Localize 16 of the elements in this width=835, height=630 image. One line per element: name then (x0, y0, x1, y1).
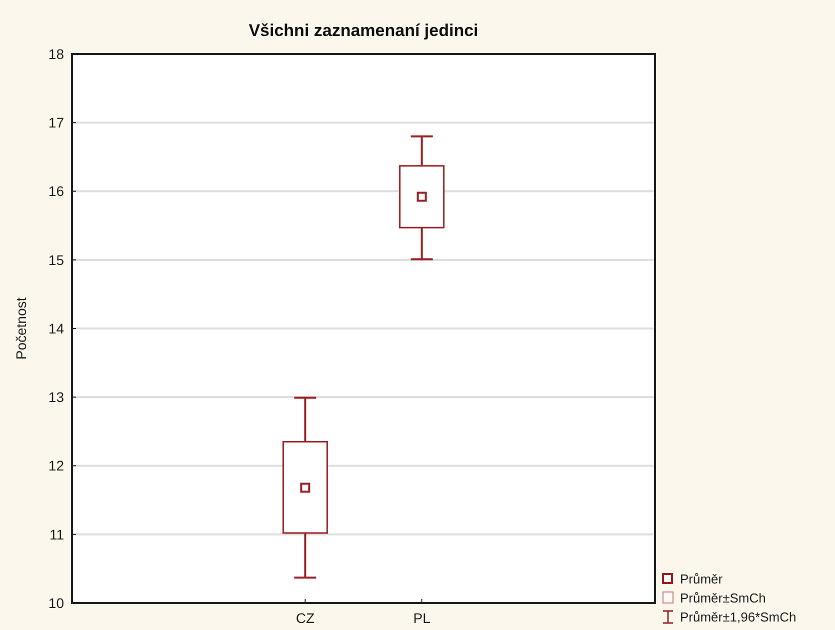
y-tick-label: 11 (49, 526, 64, 542)
text: Průměr±1,96*SmCh (680, 610, 796, 625)
text: Průměr±SmCh (680, 590, 766, 606)
x-tick-label: PL (413, 610, 431, 626)
y-tick-label: 15 (48, 252, 64, 268)
y-tick-label: 13 (48, 389, 64, 406)
x-tick-label: CZ (296, 610, 315, 626)
chart-title: Všichni zaznamenaní jedinci (248, 21, 478, 40)
text: Průměr (680, 572, 724, 587)
y-axis-title: Početnost (13, 297, 29, 360)
y-tick-label: 17 (48, 114, 64, 131)
y-tick-label: 14 (48, 320, 64, 336)
y-tick-label: 18 (48, 46, 64, 62)
y-tick-label: 12 (48, 458, 64, 474)
y-tick-label: 10 (48, 594, 64, 611)
y-tick-label: 16 (48, 183, 64, 200)
